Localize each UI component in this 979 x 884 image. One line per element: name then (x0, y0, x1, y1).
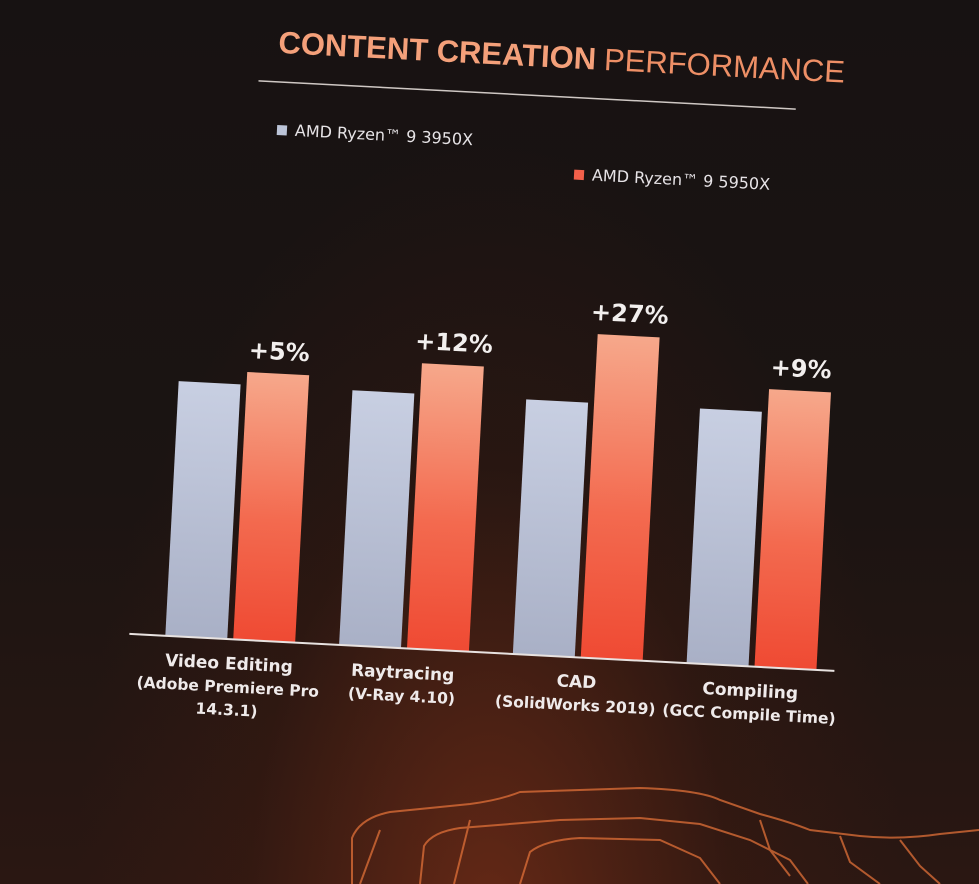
category-label-2-line-2: (V-Ray 4.10) (348, 684, 456, 708)
chart-subtitle: PERFORMANCE (603, 42, 846, 90)
legend-label-3950x: AMD Ryzen™ 9 3950X (294, 121, 473, 149)
category-label-1-line-1: Video Editing (165, 651, 294, 678)
bar-5950x-1 (233, 371, 310, 643)
data-label-4: +9% (770, 353, 832, 384)
category-label-4-line-1: Compiling (702, 679, 799, 704)
baseline-axis (129, 632, 835, 672)
decorative-outline (351, 786, 979, 884)
bar-5950x-2 (406, 363, 484, 652)
data-label-2: +12% (415, 327, 494, 359)
legend-swatch-5950x (573, 169, 585, 181)
category-label-1-line-2: (Adobe Premiere Pro (136, 673, 319, 701)
chart-title: CONTENT CREATION (278, 25, 597, 77)
bar-3950x-1 (165, 381, 241, 640)
bar-3950x-2 (339, 390, 415, 649)
bar-5950x-3 (580, 334, 660, 661)
data-label-1: +5% (248, 336, 310, 367)
category-label-3-line-1: CAD (556, 671, 597, 693)
category-label-1-line-3: 14.3.1) (195, 699, 258, 720)
bar-5950x-4 (754, 389, 831, 670)
bars-group (165, 334, 831, 670)
data-labels-group: +5% +12% +27% +9% (248, 298, 832, 385)
category-label-4-line-2: (GCC Compile Time) (662, 701, 836, 728)
category-label-2-line-1: Raytracing (351, 661, 455, 686)
bar-3950x-4 (686, 408, 762, 667)
legend-label-5950x: AMD Ryzen™ 9 5950X (592, 166, 771, 194)
legend-swatch-3950x (276, 124, 288, 136)
bar-3950x-3 (512, 399, 589, 658)
category-label-3-line-2: (SolidWorks 2019) (495, 692, 656, 718)
title-divider (258, 80, 796, 110)
data-label-3: +27% (590, 298, 669, 330)
